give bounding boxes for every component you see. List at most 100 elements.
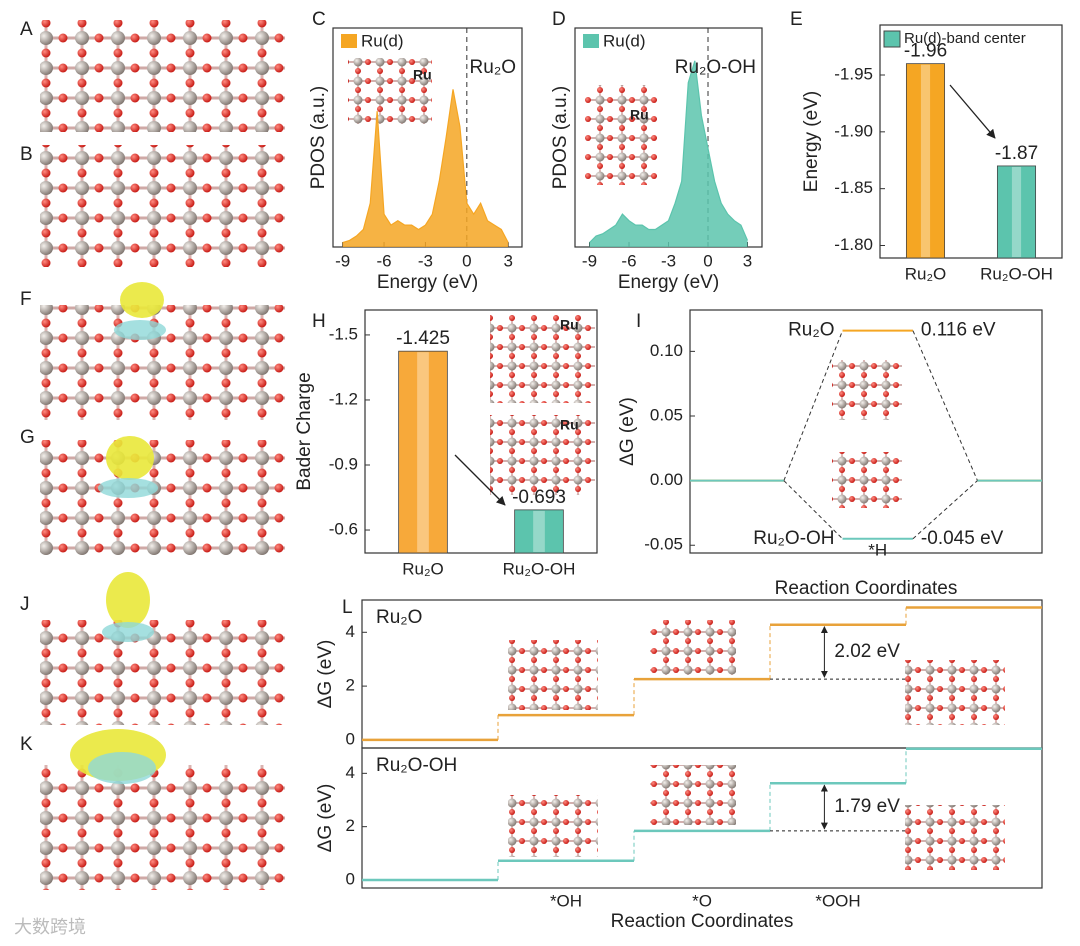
panel-label: I (636, 311, 641, 332)
y-axis-label: ΔG (eV) (315, 640, 336, 709)
x-tick-label: -6 (376, 251, 391, 270)
y-tick-label: 0.05 (650, 405, 683, 424)
bar-highlight (920, 64, 931, 257)
charge-density (114, 320, 166, 340)
structures (40, 20, 1005, 890)
inset-label: Ru (560, 417, 579, 433)
value-label: -0.693 (512, 487, 566, 508)
panel-label: C (312, 9, 326, 30)
series-label: Ru₂O (788, 320, 834, 341)
y-axis-label: ΔG (eV) (315, 784, 336, 853)
x-tick-label: -3 (661, 251, 676, 270)
area-fill (589, 60, 748, 247)
legend-label: Ru(d) (603, 31, 646, 50)
x-tick-label: -9 (582, 251, 597, 270)
x-tick-label: Ru₂O (905, 264, 947, 283)
arrow (454, 454, 506, 506)
structure-k (40, 765, 285, 890)
y-tick-label: -1.5 (329, 324, 358, 343)
panel-label: B (20, 144, 33, 165)
y-tick-label: -1.90 (834, 121, 873, 140)
inset-label: Ru (413, 67, 432, 83)
chart-annotation: Ru₂O-OH (675, 57, 756, 78)
x-tick-label: Ru₂O (402, 559, 444, 578)
inset-structure (490, 315, 595, 403)
y-tick-label: 0.10 (650, 341, 683, 360)
x-axis-label: Reaction Coordinates (775, 578, 958, 599)
x-tick-label: *OOH (815, 891, 860, 910)
x-tick-label: -3 (418, 251, 433, 270)
connector (783, 330, 843, 481)
y-tick-label: -0.05 (644, 535, 683, 554)
legend-swatch (341, 34, 357, 48)
inset-structure (490, 415, 595, 495)
inset-structure (650, 620, 736, 675)
plot-frame (689, 309, 1043, 554)
y-tick-label: 0 (346, 729, 355, 748)
charge-density (98, 478, 158, 498)
y-tick-label: -1.95 (834, 64, 873, 83)
bar (514, 509, 564, 554)
inset-structure (832, 452, 902, 508)
x-tick-label: 0 (462, 251, 471, 270)
inset-structure (832, 360, 902, 420)
structure-g (40, 440, 285, 555)
charge-density (106, 436, 154, 480)
y-tick-label: 2 (346, 676, 355, 695)
plot-frame (361, 747, 1043, 889)
charge-density (120, 282, 164, 318)
bar (905, 63, 946, 259)
y-tick-label: 0 (346, 869, 355, 888)
y-axis-label: PDOS (a.u.) (550, 86, 571, 189)
legend-swatch (583, 34, 599, 48)
y-tick-label: -1.2 (329, 389, 358, 408)
y-tick-label: 0.00 (650, 470, 683, 489)
inset-structure (508, 640, 598, 710)
charge-density (102, 622, 154, 642)
bar (996, 165, 1037, 259)
x-tick-label: *H (868, 540, 887, 559)
panel-label: A (20, 19, 33, 40)
charge-density (88, 752, 156, 784)
panel-label: H (312, 311, 326, 332)
inset-structure (348, 58, 432, 124)
legend-label: Ru(d) (361, 31, 404, 50)
x-axis-label: Energy (eV) (377, 272, 478, 293)
panel-label: J (20, 594, 30, 615)
x-tick-label: *O (692, 891, 712, 910)
y-tick-label: -0.9 (329, 454, 358, 473)
area-fill (342, 89, 509, 247)
y-tick-label: 4 (346, 622, 355, 641)
x-tick-label: -9 (335, 251, 350, 270)
plot-frame (364, 309, 598, 554)
value-label: -0.045 eV (921, 528, 1004, 549)
x-axis-label: Energy (eV) (618, 272, 719, 293)
y-tick-label: 4 (346, 763, 355, 782)
watermark: 大数跨境 (14, 917, 86, 938)
x-tick-label: 0 (703, 251, 712, 270)
y-axis-label: Energy (eV) (801, 91, 822, 192)
panel-label: D (552, 9, 566, 30)
x-tick-label: Ru₂O-OH (980, 264, 1053, 283)
x-tick-label: -6 (621, 251, 636, 270)
x-tick-label: 3 (743, 251, 752, 270)
legend-label: Ru(d)-band center (904, 30, 1026, 47)
bar-highlight (1011, 166, 1022, 257)
x-tick-label: 3 (503, 251, 512, 270)
y-tick-label: -1.85 (834, 178, 873, 197)
series-line (342, 89, 509, 244)
structure-a (40, 20, 285, 132)
x-axis-label: Reaction Coordinates (611, 911, 794, 932)
gap-label: 1.79 eV (834, 796, 900, 817)
bar-highlight (533, 510, 545, 552)
inset-structure (508, 795, 598, 857)
x-tick-label: *OH (550, 891, 582, 910)
y-tick-label: -1.80 (834, 235, 873, 254)
inset-structure (905, 660, 1005, 725)
y-tick-label: -0.6 (329, 520, 358, 539)
series-line (589, 60, 749, 244)
inset-structure (650, 765, 736, 825)
panel-label: E (790, 9, 803, 30)
panel-label: K (20, 734, 33, 755)
